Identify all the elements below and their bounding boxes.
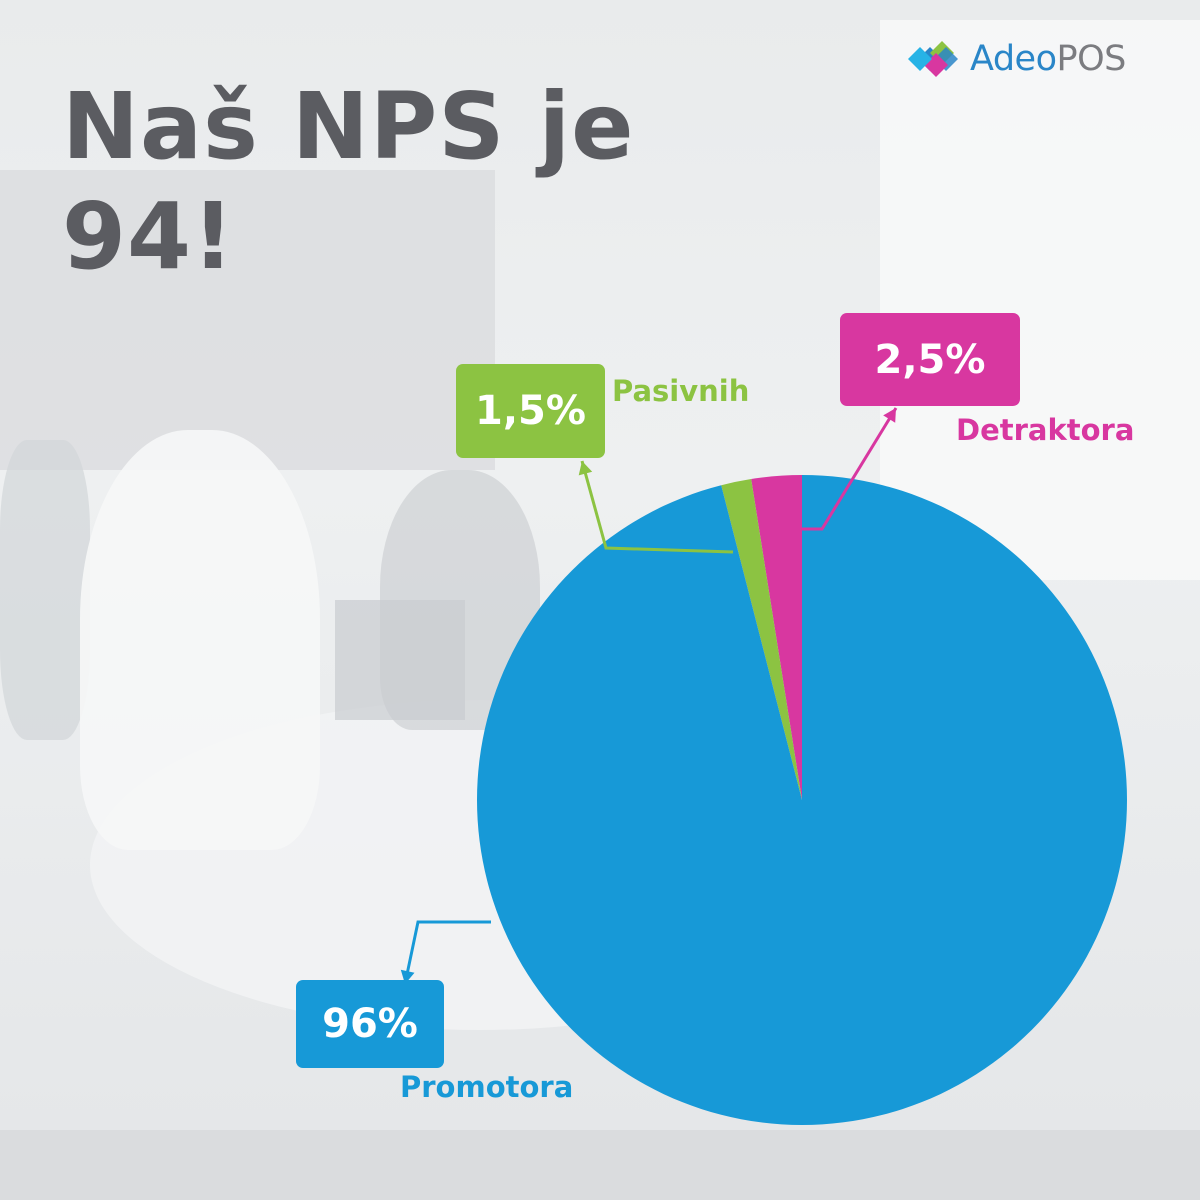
slice-value-badge-promotors: 96% bbox=[296, 980, 444, 1068]
connector-line-promotors bbox=[403, 920, 491, 985]
slice-label-passives: Pasivnih bbox=[612, 374, 750, 408]
slice-value-badge-passives: 1,5% bbox=[456, 364, 605, 458]
slice-value-passives: 1,5% bbox=[475, 388, 586, 434]
background-person bbox=[80, 430, 320, 850]
pie-slice-promotors bbox=[477, 474, 1128, 1125]
background-window bbox=[880, 20, 1200, 580]
slice-label-promotors: Promotora bbox=[400, 1070, 574, 1104]
connector-line-passives bbox=[580, 460, 734, 554]
logo-text-secondary: POS bbox=[1056, 39, 1127, 79]
label-connectors bbox=[400, 407, 898, 985]
connector-arrow-detractors bbox=[883, 408, 896, 423]
page-title: Naš NPS je 94! bbox=[62, 73, 635, 290]
logo-text-primary: Adeo bbox=[970, 39, 1057, 79]
background-whiteboard bbox=[0, 170, 495, 470]
pie-slices bbox=[477, 474, 1128, 1125]
brand-logo: AdeoPOS bbox=[906, 36, 1126, 82]
slice-value-detractors: 2,5% bbox=[874, 336, 986, 383]
logo-diamonds-icon bbox=[908, 41, 958, 77]
connector-line-detractors bbox=[800, 407, 898, 531]
slice-label-detractors: Detraktora bbox=[956, 413, 1135, 447]
background-laptop bbox=[335, 600, 465, 720]
background-person bbox=[0, 440, 90, 740]
pie-slice-passives bbox=[721, 479, 802, 800]
logo-wordmark: AdeoPOS bbox=[970, 36, 1126, 82]
slice-value-badge-detractors: 2,5% bbox=[840, 313, 1020, 406]
background-floor bbox=[0, 1130, 1200, 1200]
pie-slice-detractors bbox=[751, 475, 802, 800]
slice-value-promotors: 96% bbox=[322, 1001, 418, 1047]
connector-arrow-passives bbox=[578, 461, 593, 476]
